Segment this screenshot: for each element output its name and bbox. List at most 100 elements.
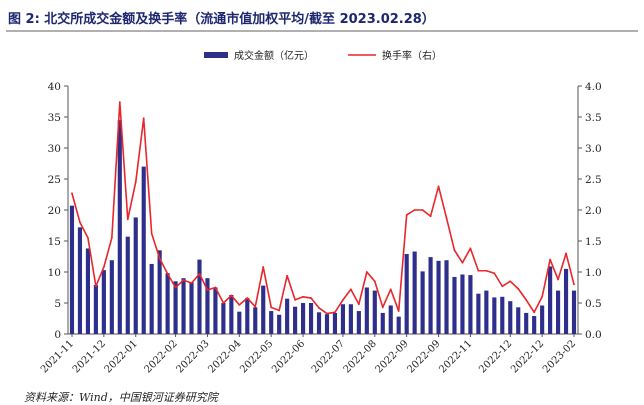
turnover-point [182,279,185,281]
turnover-point [134,181,137,184]
turnover-point [373,280,376,283]
y-tick-label: 10 [48,267,61,279]
volume-bar [516,307,521,334]
volume-bar [548,266,553,334]
turnover-point [318,307,320,309]
turnover-point [517,287,520,290]
volume-bar [189,281,194,334]
volume-bar [316,312,322,334]
x-tick-label: 2022-11 [437,338,474,375]
y-tick-label: 35 [48,112,61,124]
turnover-point [573,283,575,286]
y2-tick-label: 3.0 [585,143,602,155]
volume-bar [492,297,497,334]
y-tick-label: 5 [54,298,61,310]
volume-bar [293,306,298,334]
volume-bar [261,285,266,334]
volume-bar [149,263,154,334]
turnover-point [421,209,424,211]
volume-bar [308,303,314,334]
turnover-point [246,297,249,299]
volume-bar [563,268,569,334]
volume-bar [500,296,505,334]
turnover-point [79,221,81,224]
turnover-point [501,285,504,288]
turnover-point [445,217,448,219]
turnover-point [87,237,89,239]
turnover-point [533,311,536,314]
turnover-point [357,303,360,306]
volume-bar [117,120,122,334]
turnover-point [461,261,464,264]
y-tick-label: 25 [48,174,61,186]
volume-bar [125,236,130,334]
x-tick-label: 2022-02 [143,338,180,375]
y2-tick-label: 0.0 [585,329,602,341]
turnover-line [71,101,575,315]
volume-bar [285,298,290,334]
volume-bar [444,260,449,334]
volume-bar [372,290,377,334]
volume-bar [420,271,425,334]
volume-bar [221,303,226,334]
turnover-point [453,249,456,252]
y-tick-label: 40 [48,81,61,93]
volume-bar [229,294,234,334]
volume-bar [85,248,90,334]
turnover-point [206,289,209,291]
x-tick-label: 2023-02 [541,338,578,375]
x-tick-label: 2022-07 [310,338,347,375]
turnover-point [365,271,368,273]
legend-bar-label: 成交金额（亿元） [234,49,314,62]
turnover-point [342,299,344,301]
turnover-point [238,303,241,306]
x-tick-label: 2022-04 [206,338,243,375]
turnover-point [349,288,352,291]
volume-bar [69,205,75,334]
volume-bar [197,259,202,334]
volume-bar [340,304,345,334]
turnover-point [310,297,312,299]
volume-bar [468,275,473,334]
volume-bar [332,312,338,334]
volume-bar [109,260,114,334]
x-tick-label: 2022-12 [509,338,546,375]
x-tick-label: 2022-06 [270,338,307,375]
x-tick-label: 2022-12 [477,338,514,375]
turnover-point [541,295,544,298]
volume-bar [181,278,186,334]
x-tick-label: 2022-03 [174,338,211,375]
turnover-point [326,312,328,315]
turnover-point [142,117,145,120]
turnover-point [190,282,193,285]
y-tick-label: 30 [48,143,61,155]
legend-bar-swatch [204,52,228,58]
turnover-point [118,101,121,104]
turnover-point [469,247,472,250]
turnover-point [166,272,169,275]
volume-bar [540,305,545,334]
volume-bar [460,274,465,334]
turnover-point [94,285,97,288]
turnover-point [549,258,552,261]
turnover-point [557,278,559,281]
volume-bar [324,314,330,334]
y2-tick-label: 3.5 [585,112,602,124]
x-tick-label: 2022-09 [406,338,443,375]
volume-bar [571,290,577,334]
volume-bar [436,260,441,334]
turnover-point [102,266,105,268]
y2-tick-label: 2.5 [585,174,602,186]
turnover-point [397,310,400,312]
y-tick-label: 15 [48,236,61,248]
y2-tick-label: 1.0 [585,267,602,279]
turnover-point [150,232,153,235]
turnover-point [294,299,297,301]
turnover-point [334,311,336,314]
volume-bar [133,217,138,334]
turnover-point [270,306,273,309]
turnover-points [71,101,575,315]
turnover-point [565,252,567,255]
turnover-point [254,305,257,308]
